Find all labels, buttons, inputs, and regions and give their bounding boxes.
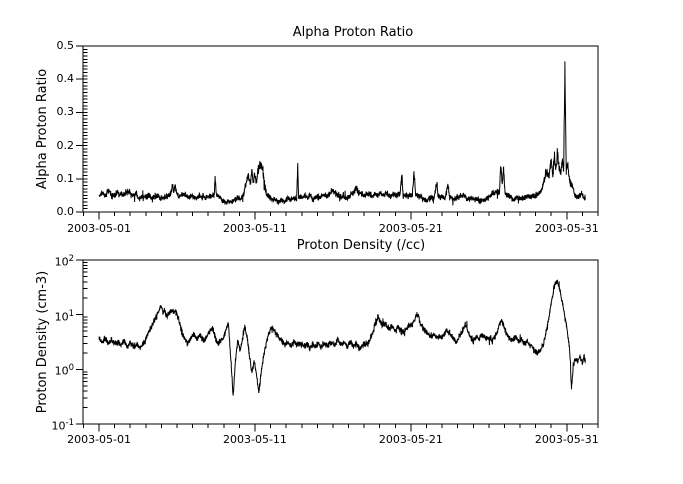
plot-border bbox=[82, 45, 599, 213]
exponent: 1 bbox=[68, 308, 74, 319]
bottom-chart-y-axis-label: Proton Density (cm-3) bbox=[35, 270, 50, 414]
plot-border bbox=[82, 259, 599, 425]
x-tick-label: 2003-05-31 bbox=[534, 222, 599, 235]
y-tick-label: 0.3 bbox=[56, 105, 75, 119]
y-tick-label: 102 bbox=[54, 254, 74, 269]
series-line-alpha-proton-ratio bbox=[98, 61, 586, 206]
y-tick-label: 101 bbox=[54, 308, 74, 324]
top-chart-title: Alpha Proton Ratio bbox=[292, 25, 414, 40]
axis-ticks bbox=[76, 259, 599, 432]
bottom-chart-title: Proton Density (/cc) bbox=[296, 238, 426, 253]
chart-alpha-proton-ratio bbox=[76, 45, 599, 220]
axis-ticks bbox=[76, 45, 599, 220]
exponent: -1 bbox=[65, 418, 74, 428]
exponent: 2 bbox=[68, 254, 74, 264]
x-tick-label: 2003-05-01 bbox=[67, 433, 132, 446]
x-tick-label: 2003-05-21 bbox=[378, 433, 443, 446]
y-tick-label: 0.1 bbox=[56, 171, 75, 185]
x-tick-label: 2003-05-11 bbox=[223, 433, 287, 446]
x-tick-label: 2003-05-01 bbox=[67, 222, 132, 235]
y-tick-label: 100 bbox=[54, 363, 74, 378]
x-tick-label: 2003-05-11 bbox=[223, 222, 287, 235]
x-tick-label: 2003-05-31 bbox=[534, 433, 599, 446]
x-tick-label: 2003-05-21 bbox=[378, 222, 443, 235]
y-tick-label: 0.2 bbox=[56, 138, 75, 152]
y-tick-label: 0.4 bbox=[56, 72, 75, 86]
series-line-proton-density bbox=[98, 279, 586, 396]
y-tick-label: 10-1 bbox=[51, 418, 74, 433]
y-tick-label: 0.5 bbox=[56, 39, 75, 52]
y-tick-label: 0.0 bbox=[56, 205, 75, 218]
exponent: 0 bbox=[68, 363, 74, 374]
chart-proton-density bbox=[76, 259, 599, 432]
